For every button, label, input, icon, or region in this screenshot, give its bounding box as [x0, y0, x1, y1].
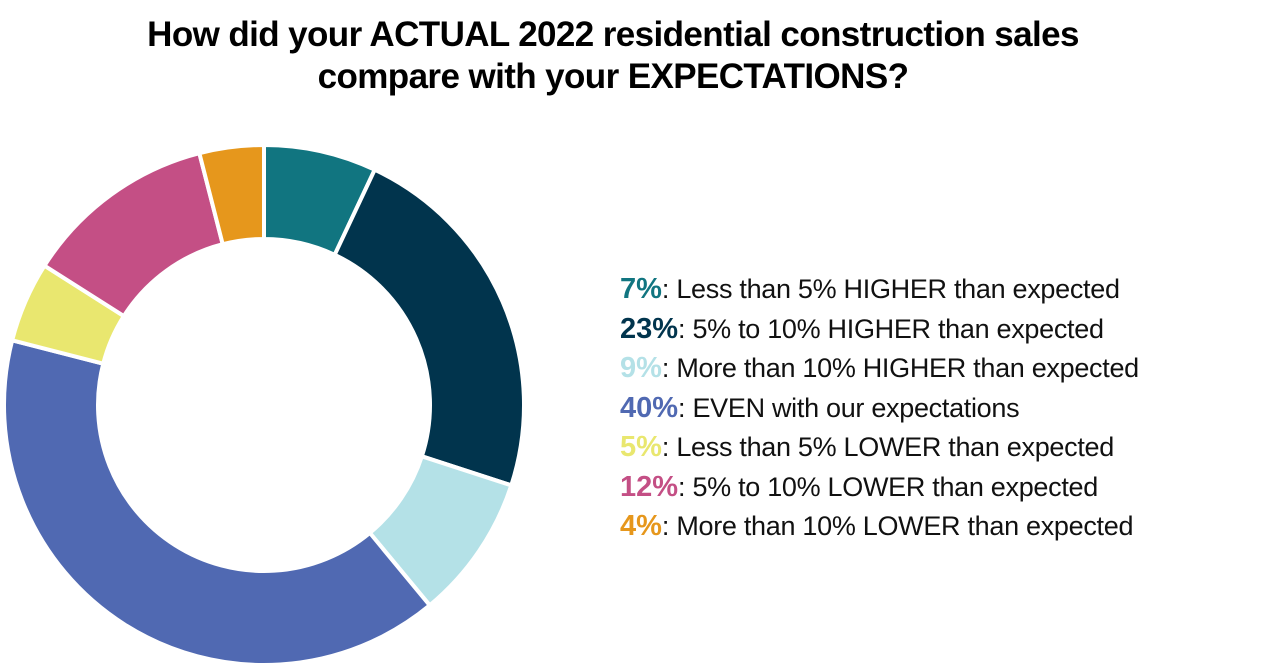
legend-percent: 4% [620, 510, 662, 542]
legend-item: 40%: EVEN with our expectations [620, 389, 1139, 429]
donut-slice [196, 142, 266, 247]
donut-slice [332, 167, 526, 488]
legend-item: 5%: Less than 5% LOWER than expected [620, 428, 1139, 468]
legend-label: EVEN with our expectations [692, 392, 1020, 423]
legend-percent: 40% [620, 391, 679, 424]
legend-item: 12%: 5% to 10% LOWER than expected [620, 468, 1139, 508]
legend-separator: : [661, 511, 677, 541]
legend: 7%: Less than 5% HIGHER than expected 23… [620, 270, 1139, 547]
donut-slice [2, 337, 433, 667]
legend-label: More than 10% HIGHER than expected [676, 353, 1139, 383]
legend-percent: 5% [620, 431, 662, 463]
chart-title-line-1: How did your ACTUAL 2022 residential con… [147, 15, 1079, 54]
legend-percent: 23% [620, 312, 679, 345]
legend-label: 5% to 10% HIGHER than expected [692, 313, 1104, 344]
legend-percent: 12% [620, 470, 679, 503]
legend-item: 7%: Less than 5% HIGHER than expected [620, 270, 1139, 310]
chart-title-line-2: compare with your EXPECTATIONS? [317, 57, 909, 96]
legend-item: 9%: More than 10% HIGHER than expected [620, 349, 1139, 389]
legend-separator: : [678, 471, 693, 502]
legend-item: 23%: 5% to 10% HIGHER than expected [620, 310, 1139, 350]
legend-separator: : [678, 392, 693, 423]
legend-separator: : [661, 274, 677, 304]
chart-title: How did your ACTUAL 2022 residential con… [0, 14, 1226, 98]
legend-item: 4%: More than 10% LOWER than expected [620, 507, 1139, 547]
legend-percent: 9% [620, 352, 662, 384]
legend-label: More than 10% LOWER than expected [676, 511, 1134, 541]
legend-label: Less than 5% HIGHER than expected [676, 274, 1120, 304]
legend-percent: 7% [620, 273, 662, 305]
donut-chart [2, 142, 526, 667]
legend-label: 5% to 10% LOWER than expected [692, 471, 1098, 502]
legend-separator: : [661, 353, 677, 383]
legend-separator: : [661, 432, 677, 462]
legend-separator: : [678, 313, 693, 344]
legend-label: Less than 5% LOWER than expected [676, 432, 1114, 462]
